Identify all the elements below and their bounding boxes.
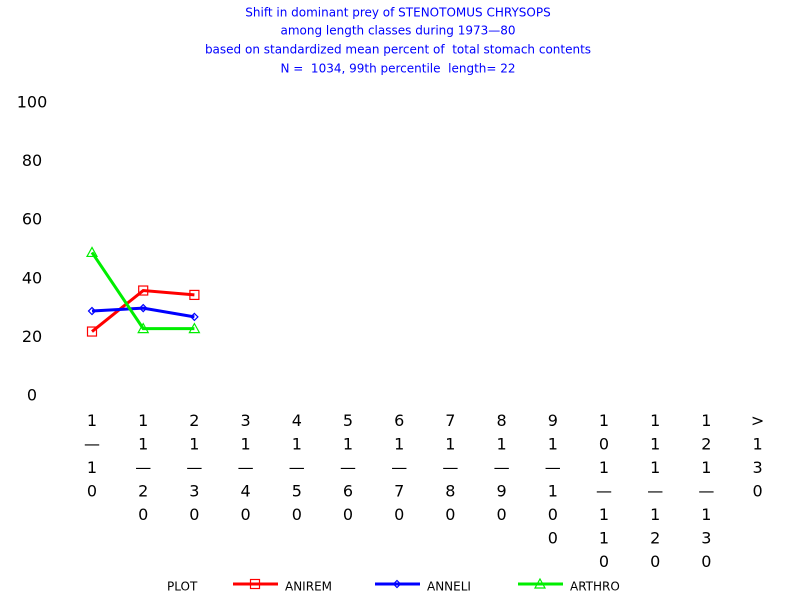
y-tick-label: 80 [22,151,42,170]
legend-marker [392,579,402,589]
legend-title: PLOT [167,580,198,594]
x-tick-label: 3 1—4 0 [238,411,254,524]
x-tick-label: 5 1—6 0 [340,411,356,524]
y-tick-label: 40 [22,268,42,287]
y-tick-label: 60 [22,210,42,229]
legend-label: ARTHRO [570,580,620,594]
chart-title: among length classes during 1973—80 [280,24,515,38]
legend-label: ANNELI [427,580,471,594]
x-tick-label: 8 1—9 0 [494,411,510,524]
marker [189,289,200,301]
legend-label: ANIREM [285,580,332,594]
x-tick-label: 1—1 0 [84,411,100,501]
x-tick-label: 9 1—1 0 0 [545,411,561,548]
marker [85,246,99,258]
x-tick-label: >1 3 0 [751,411,764,501]
y-tick-label: 100 [17,93,48,112]
series-line [91,306,195,319]
marker [138,285,149,296]
y-tick-label: 0 [27,386,37,405]
x-tick-label: 2 1—3 0 [186,411,202,524]
y-tick-label: 20 [22,327,42,346]
x-tick-label: 4 1—5 0 [289,411,305,524]
chart-title: based on standardized mean percent of to… [205,43,591,57]
legend-marker [249,578,261,590]
chart-title: N = 1034, 99th percentile length= 22 [280,62,515,76]
marker [137,322,150,334]
x-tick-label: 1 1—2 0 [135,411,151,524]
legend-marker [533,577,547,589]
x-tick-label: 7 1—8 0 [442,411,458,524]
series-line [90,251,195,331]
marker [138,303,148,313]
marker [87,306,97,316]
x-tick-label: 1 0 1—1 1 0 [596,411,612,571]
marker [188,322,201,334]
series-line [91,288,195,333]
chart-title: Shift in dominant prey of STENOTOMUS CHR… [245,6,550,20]
marker [190,312,199,322]
marker [86,326,98,337]
x-tick-label: 1 2 1—1 3 0 [698,411,714,571]
x-tick-label: 6 1—7 0 [391,411,407,524]
x-tick-label: 1 1 1—1 2 0 [647,411,663,571]
